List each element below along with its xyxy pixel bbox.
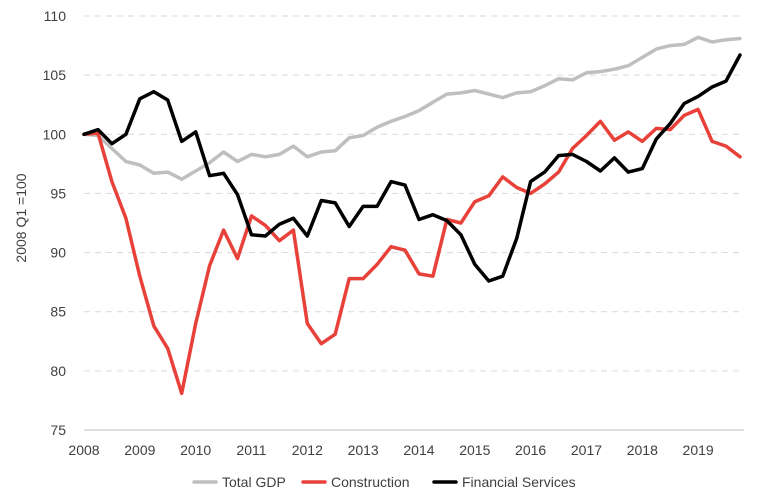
x-tick-labels: 2008 2009 2010 2011 2012 2013 2014 2015 2016 2017…: [68, 442, 713, 458]
x-tick-label: 2019: [683, 442, 714, 458]
x-tick-label: 2009: [124, 442, 155, 458]
x-tick-label: 2017: [571, 442, 602, 458]
series-line-total-gdp: [82, 35, 742, 181]
x-tick-label: 2018: [627, 442, 658, 458]
y-tick-labels: 75 80 85 90 95 100 105 110: [43, 8, 67, 438]
series-lines: [82, 35, 742, 396]
x-tick-label: 2010: [180, 442, 211, 458]
x-tick-label: 2011: [236, 442, 266, 458]
y-tick-label: 105: [43, 67, 67, 83]
legend: Total GDP Construction Financial Services: [192, 474, 576, 490]
legend-label: Construction: [331, 474, 410, 490]
series-line-construction: [82, 107, 742, 396]
y-tick-label: 85: [50, 304, 66, 320]
x-tick-label: 2015: [459, 442, 490, 458]
y-tick-label: 90: [50, 245, 66, 261]
y-tick-label: 95: [50, 185, 66, 201]
y-tick-label: 100: [43, 126, 67, 142]
series-line-financial-services: [82, 53, 742, 283]
x-tick-label: 2012: [292, 442, 323, 458]
y-tick-label: 110: [44, 8, 67, 24]
y-tick-label: 75: [50, 422, 66, 438]
x-tick-label: 2008: [68, 442, 99, 458]
x-tick-label: 2016: [515, 442, 546, 458]
y-axis-label: 2008 Q1 =100: [13, 173, 29, 262]
gridlines: [84, 15, 744, 372]
legend-label: Financial Services: [462, 474, 576, 490]
y-tick-label: 80: [50, 363, 66, 379]
x-tick-label: 2014: [403, 442, 434, 458]
x-tick-label: 2013: [348, 442, 379, 458]
legend-label: Total GDP: [222, 474, 286, 490]
